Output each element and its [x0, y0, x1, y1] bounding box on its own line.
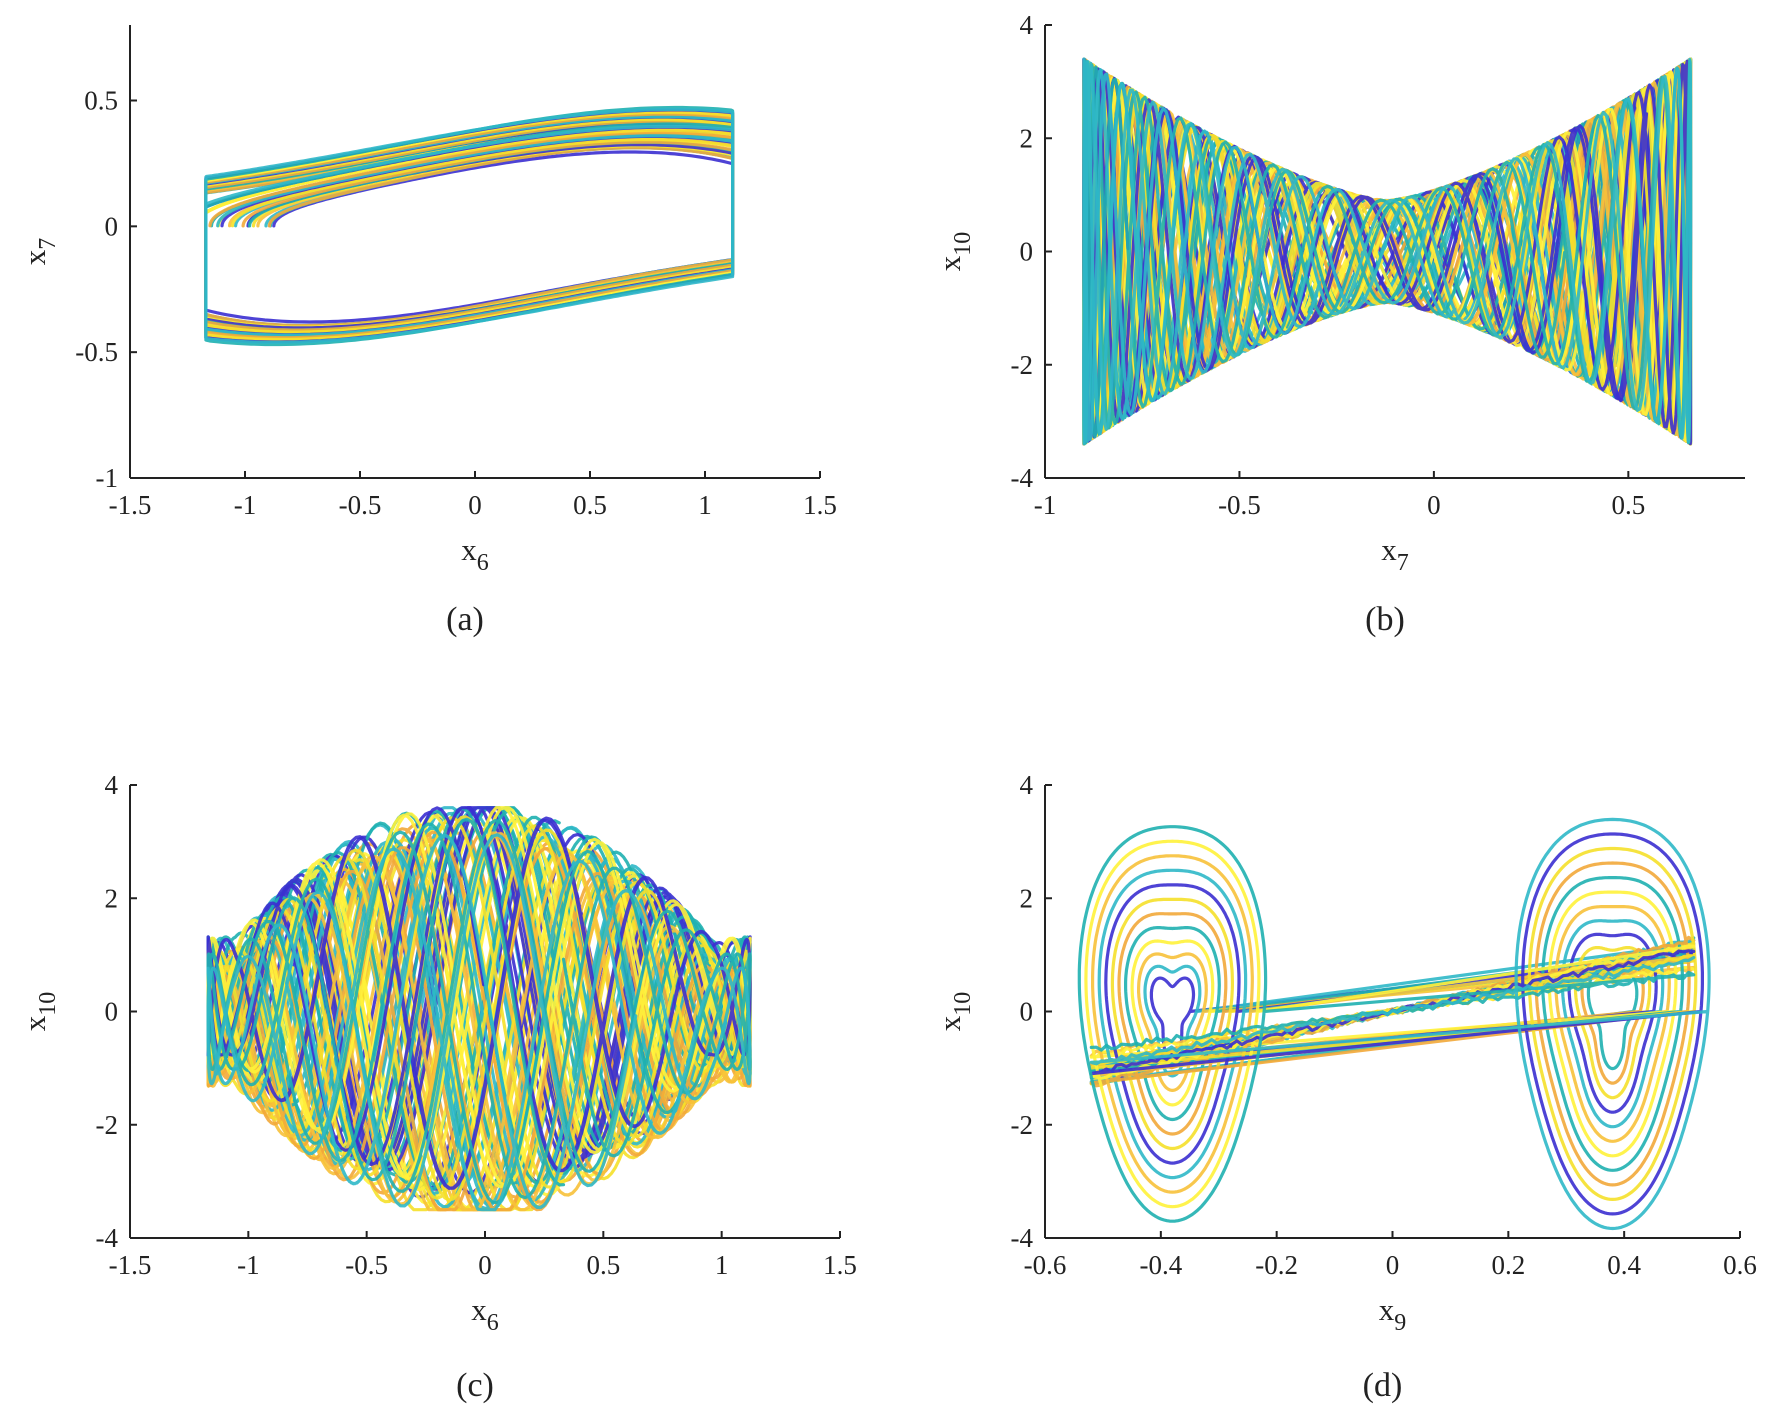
y-tick-label-d-1: -2 — [1011, 1110, 1034, 1140]
y-axis-label-c: x10 — [17, 992, 61, 1032]
plot-area-c — [206, 806, 752, 1212]
y-tick-label-b-0: -4 — [1011, 463, 1034, 493]
y-tick-label-c-1: -2 — [96, 1110, 119, 1140]
y-axis-label-main-a: x — [17, 249, 52, 265]
trajectory-a-17 — [204, 112, 735, 340]
y-tick-label-b-3: 2 — [1020, 123, 1034, 153]
x-axis-label-a: x6 — [461, 532, 489, 576]
x-tick-label-a-1: -1 — [234, 490, 257, 520]
y-tick-label-a-3: 0.5 — [84, 86, 118, 116]
trajectory-a-16 — [204, 114, 735, 337]
x-tick-label-d-1: -0.4 — [1139, 1250, 1182, 1280]
chart-panel-a: -1.5 -1 -0.5 0 0.5 1 1.5-1-0.500.5 x6 x7 (a) — [17, 25, 837, 638]
y-tick-label-d-2: 0 — [1020, 997, 1034, 1027]
x-tick-label-d-4: 0.2 — [1491, 1250, 1525, 1280]
y-axis-label-sub-a: 7 — [35, 238, 61, 250]
x-tick-label-a-0: -1.5 — [109, 490, 152, 520]
panel-label-a: (a) — [446, 601, 484, 638]
panel-label-d: (d) — [1363, 1367, 1403, 1404]
plot-area-a — [204, 105, 735, 347]
x-tick-label-d-3: 0 — [1386, 1250, 1400, 1280]
y-tick-label-b-4: 4 — [1020, 10, 1034, 40]
x-tick-label-d-0: -0.6 — [1024, 1250, 1067, 1280]
x-axis-label-d: x9 — [1379, 1292, 1407, 1336]
y-tick-label-a-2: 0 — [105, 211, 119, 241]
ticks-b: -1 -0.5 0 0.5 -4 -2 0 2 4 — [1011, 10, 1646, 520]
x-axis-label-main-c: x — [471, 1292, 487, 1327]
x-tick-label-c-4: 0.5 — [586, 1250, 620, 1280]
x-tick-label-a-3: 0 — [468, 490, 482, 520]
trajectory-b-23 — [1082, 57, 1693, 445]
x-axis-label-sub-d: 9 — [1394, 1310, 1406, 1336]
y-tick-label-a-1: -0.5 — [75, 337, 118, 367]
y-axis-label-a: x7 — [17, 238, 61, 266]
x-tick-label-c-3: 0 — [478, 1250, 492, 1280]
plot-area-d — [1077, 817, 1711, 1231]
ticks-c: -1.5 -1 -0.5 0 0.5 1 1.5 -4 -2 0 2 4 — [96, 770, 857, 1280]
x-tick-label-c-2: -0.5 — [345, 1250, 388, 1280]
x-tick-label-a-2: -0.5 — [339, 490, 382, 520]
y-tick-label-b-1: -2 — [1011, 350, 1034, 380]
trajectory-c-22 — [206, 817, 752, 1205]
y-tick-label-b-2: 0 — [1020, 237, 1034, 267]
y-tick-label-a-0: -1 — [96, 463, 119, 493]
ticks-a: -1.5 -1 -0.5 0 0.5 1 1.5-1-0.500.5 — [75, 86, 837, 521]
x-tick-label-b-0: -1 — [1034, 490, 1057, 520]
y-tick-label-c-3: 2 — [105, 883, 119, 913]
x-axis-label-b: x7 — [1381, 532, 1409, 576]
x-axis-label-sub-c: 6 — [487, 1310, 499, 1336]
panel-label-c: (c) — [456, 1367, 494, 1404]
x-tick-label-a-4: 0.5 — [573, 490, 607, 520]
y-axis-label-sub-c: 10 — [35, 992, 61, 1016]
x-tick-label-d-5: 0.4 — [1607, 1250, 1641, 1280]
x-tick-label-c-6: 1.5 — [823, 1250, 857, 1280]
y-tick-label-c-0: -4 — [96, 1223, 119, 1253]
x-tick-label-a-6: 1.5 — [803, 490, 837, 520]
panel-label-b: (b) — [1365, 601, 1405, 638]
y-axis-label-d: x10 — [932, 992, 976, 1032]
y-axis-label-main-d: x — [932, 1015, 967, 1031]
y-tick-label-c-2: 0 — [105, 997, 119, 1027]
x-tick-label-b-1: -0.5 — [1218, 490, 1261, 520]
y-tick-label-d-4: 4 — [1020, 770, 1034, 800]
trajectory-a-19 — [204, 110, 735, 342]
x-axis-label-main-a: x — [461, 532, 477, 567]
x-tick-label-c-5: 1 — [715, 1250, 729, 1280]
trajectory-a-10 — [204, 119, 735, 332]
trajectory-c-20 — [206, 806, 752, 1189]
y-tick-label-c-4: 4 — [105, 770, 119, 800]
x-tick-label-c-1: -1 — [237, 1250, 260, 1280]
x-tick-label-b-3: 0.5 — [1611, 490, 1645, 520]
trajectory-a-7 — [204, 122, 735, 330]
x-tick-label-d-2: -0.2 — [1255, 1250, 1298, 1280]
x-axis-label-main-b: x — [1381, 532, 1397, 567]
x-axis-label-c: x6 — [471, 1292, 499, 1336]
x-axis-label-sub-a: 6 — [477, 550, 489, 576]
x-tick-label-b-2: 0 — [1427, 490, 1441, 520]
x-tick-label-a-5: 1 — [698, 490, 712, 520]
y-tick-label-d-0: -4 — [1011, 1223, 1034, 1253]
ticks-d: -0.6 -0.4 -0.2 0 0.2 0.4 0.6 -4 -2 0 2 4 — [1011, 770, 1757, 1280]
y-axis-label-main-b: x — [932, 255, 967, 271]
y-axis-label-b: x10 — [932, 232, 976, 272]
y-axis-label-main-c: x — [17, 1015, 52, 1031]
trajectory-d-23 — [1089, 817, 1711, 1231]
x-tick-label-c-0: -1.5 — [109, 1250, 152, 1280]
plot-area-b — [1082, 57, 1693, 446]
y-axis-label-sub-d: 10 — [950, 992, 976, 1016]
y-axis-label-sub-b: 10 — [950, 232, 976, 256]
trajectory-a-12 — [204, 117, 735, 334]
trajectory-c-23 — [206, 833, 752, 1212]
x-axis-label-main-d: x — [1379, 1292, 1395, 1327]
y-tick-label-d-3: 2 — [1020, 883, 1034, 913]
x-tick-label-d-6: 0.6 — [1723, 1250, 1757, 1280]
trajectory-a-23 — [204, 107, 735, 344]
x-axis-label-sub-b: 7 — [1397, 550, 1409, 576]
